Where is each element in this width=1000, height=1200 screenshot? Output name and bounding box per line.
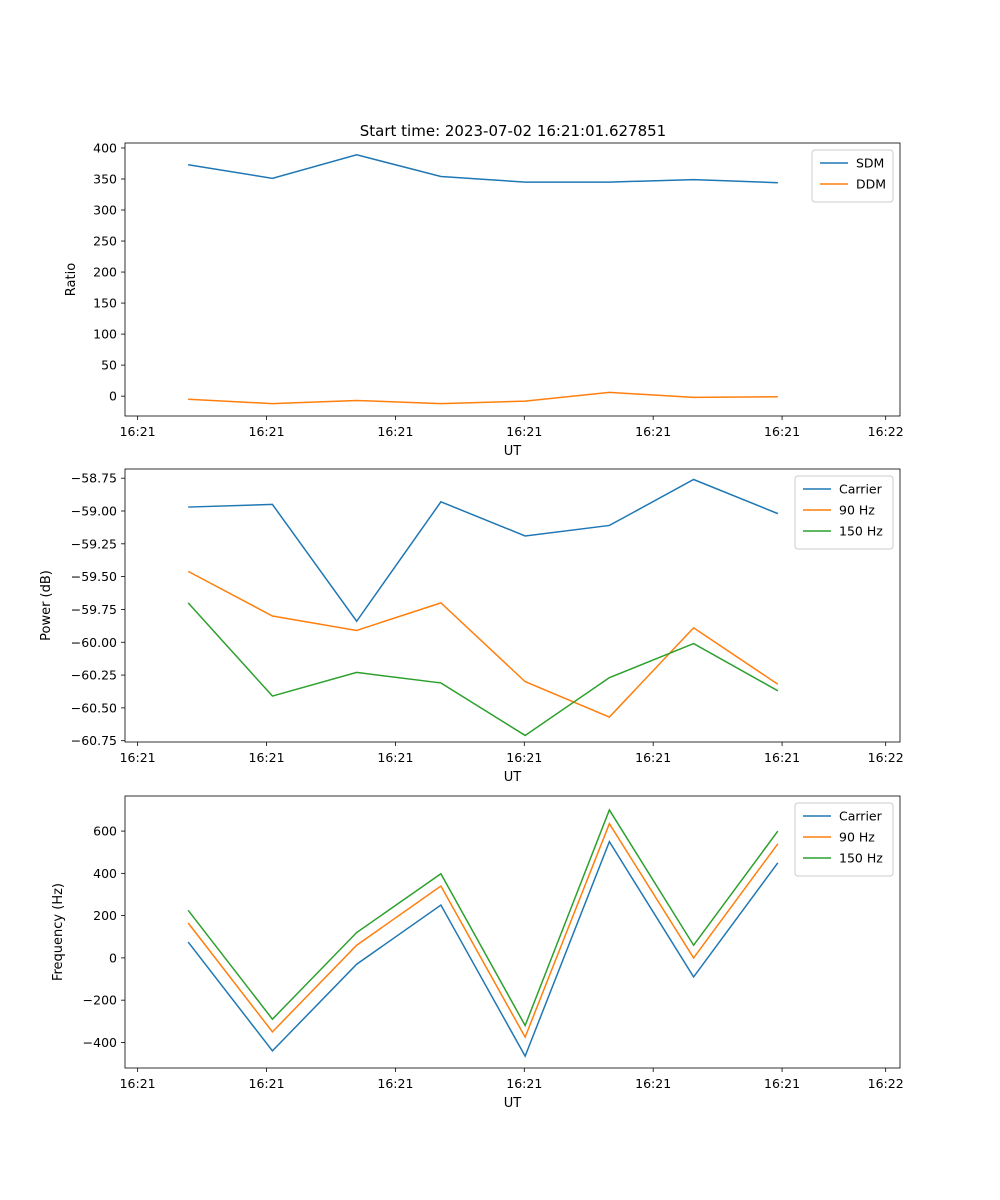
x-axis-label: UT [504,1096,522,1111]
y-axis-label: Frequency (Hz) [51,883,66,981]
y-tick-label: 350 [93,171,117,186]
x-tick-label: 16:21 [120,750,156,765]
x-tick-label: 16:21 [120,424,156,439]
y-tick-label: −59.00 [71,504,117,519]
legend-label: 90 Hz [839,503,875,518]
legend-label: DDM [856,177,886,192]
x-tick-label: 16:21 [120,1076,156,1091]
y-tick-label: 150 [93,296,117,311]
y-tick-label: 400 [93,140,117,155]
x-tick-label: 16:22 [868,424,904,439]
y-tick-label: −60.75 [71,733,117,748]
y-tick-label: 100 [93,327,117,342]
series-line-carrier [187,839,779,1058]
y-tick-label: 300 [93,203,117,218]
series-line-150-hz [187,808,779,1028]
series-line-90-hz [187,822,779,1039]
axes-frame [124,142,901,417]
legend: SDM DDM [811,149,894,203]
y-tick-label: 400 [93,866,117,881]
panel-1: 0 50 100 150 200 250 300 350 400 16:21 16:21 16:21 1… [64,140,904,459]
x-tick-label: 16:21 [249,1076,285,1091]
panel-3: −400 −200 0 200 400 600 16:21 16:21 16:21 16:21 16… [51,795,904,1111]
y-tick-label: −60.50 [71,700,117,715]
x-tick-label: 16:21 [249,424,285,439]
x-tick-label: 16:21 [377,424,413,439]
y-tick-label: −400 [83,1035,117,1050]
y-tick-label: 600 [93,824,117,839]
x-tick-label: 16:21 [635,750,671,765]
x-axis-label: UT [504,770,522,785]
x-tick-label: 16:21 [249,750,285,765]
legend: Carrier 90 Hz 150 Hz [794,802,894,877]
axes-frame [124,468,901,743]
x-axis-label: UT [504,444,522,459]
y-tick-label: 250 [93,234,117,249]
y-tick-label: −60.25 [71,668,117,683]
y-tick-label: 200 [93,265,117,280]
chart-title: Start time: 2023-07-02 16:21:01.627851 [360,122,666,140]
series-line-sdm [188,154,778,184]
y-axis-label: Ratio [64,263,79,296]
x-tick-label: 16:22 [868,1076,904,1091]
y-tick-label: 0 [109,389,117,404]
panel-2: −60.75 −60.50 −60.25 −60.00 −59.75 −59.50 −59.… [39,468,904,785]
y-tick-label: 200 [93,908,117,923]
legend-label: 150 Hz [839,524,883,539]
legend-label: 90 Hz [839,830,875,845]
y-tick-label: 0 [109,950,117,965]
x-tick-label: 16:22 [868,750,904,765]
x-tick-label: 16:21 [764,750,800,765]
legend: Carrier 90 Hz 150 Hz [794,475,894,550]
axes-frame [124,795,901,1069]
series-line-ddm [188,391,778,405]
y-tick-label: −59.25 [71,536,117,551]
x-tick-label: 16:21 [377,750,413,765]
legend-label: Carrier [839,482,883,497]
legend-label: SDM [856,156,884,171]
y-tick-label: −59.75 [71,602,117,617]
series-line-150-hz [187,602,779,737]
x-tick-label: 16:21 [506,1076,542,1091]
series-line-carrier [188,478,779,623]
y-tick-label: 50 [101,358,117,373]
legend-label: 150 Hz [839,851,883,866]
x-tick-label: 16:21 [506,424,542,439]
x-tick-label: 16:21 [506,750,542,765]
y-axis-label: Power (dB) [39,570,54,641]
x-tick-label: 16:21 [377,1076,413,1091]
series-line-90-hz [187,570,779,718]
y-tick-label: −200 [83,993,117,1008]
x-tick-label: 16:21 [764,1076,800,1091]
y-tick-label: −60.00 [71,635,117,650]
x-tick-label: 16:21 [635,1076,671,1091]
x-tick-label: 16:21 [635,424,671,439]
y-tick-label: −58.75 [71,471,117,486]
y-tick-label: −59.50 [71,569,117,584]
x-tick-label: 16:21 [764,424,800,439]
legend-label: Carrier [839,809,883,824]
